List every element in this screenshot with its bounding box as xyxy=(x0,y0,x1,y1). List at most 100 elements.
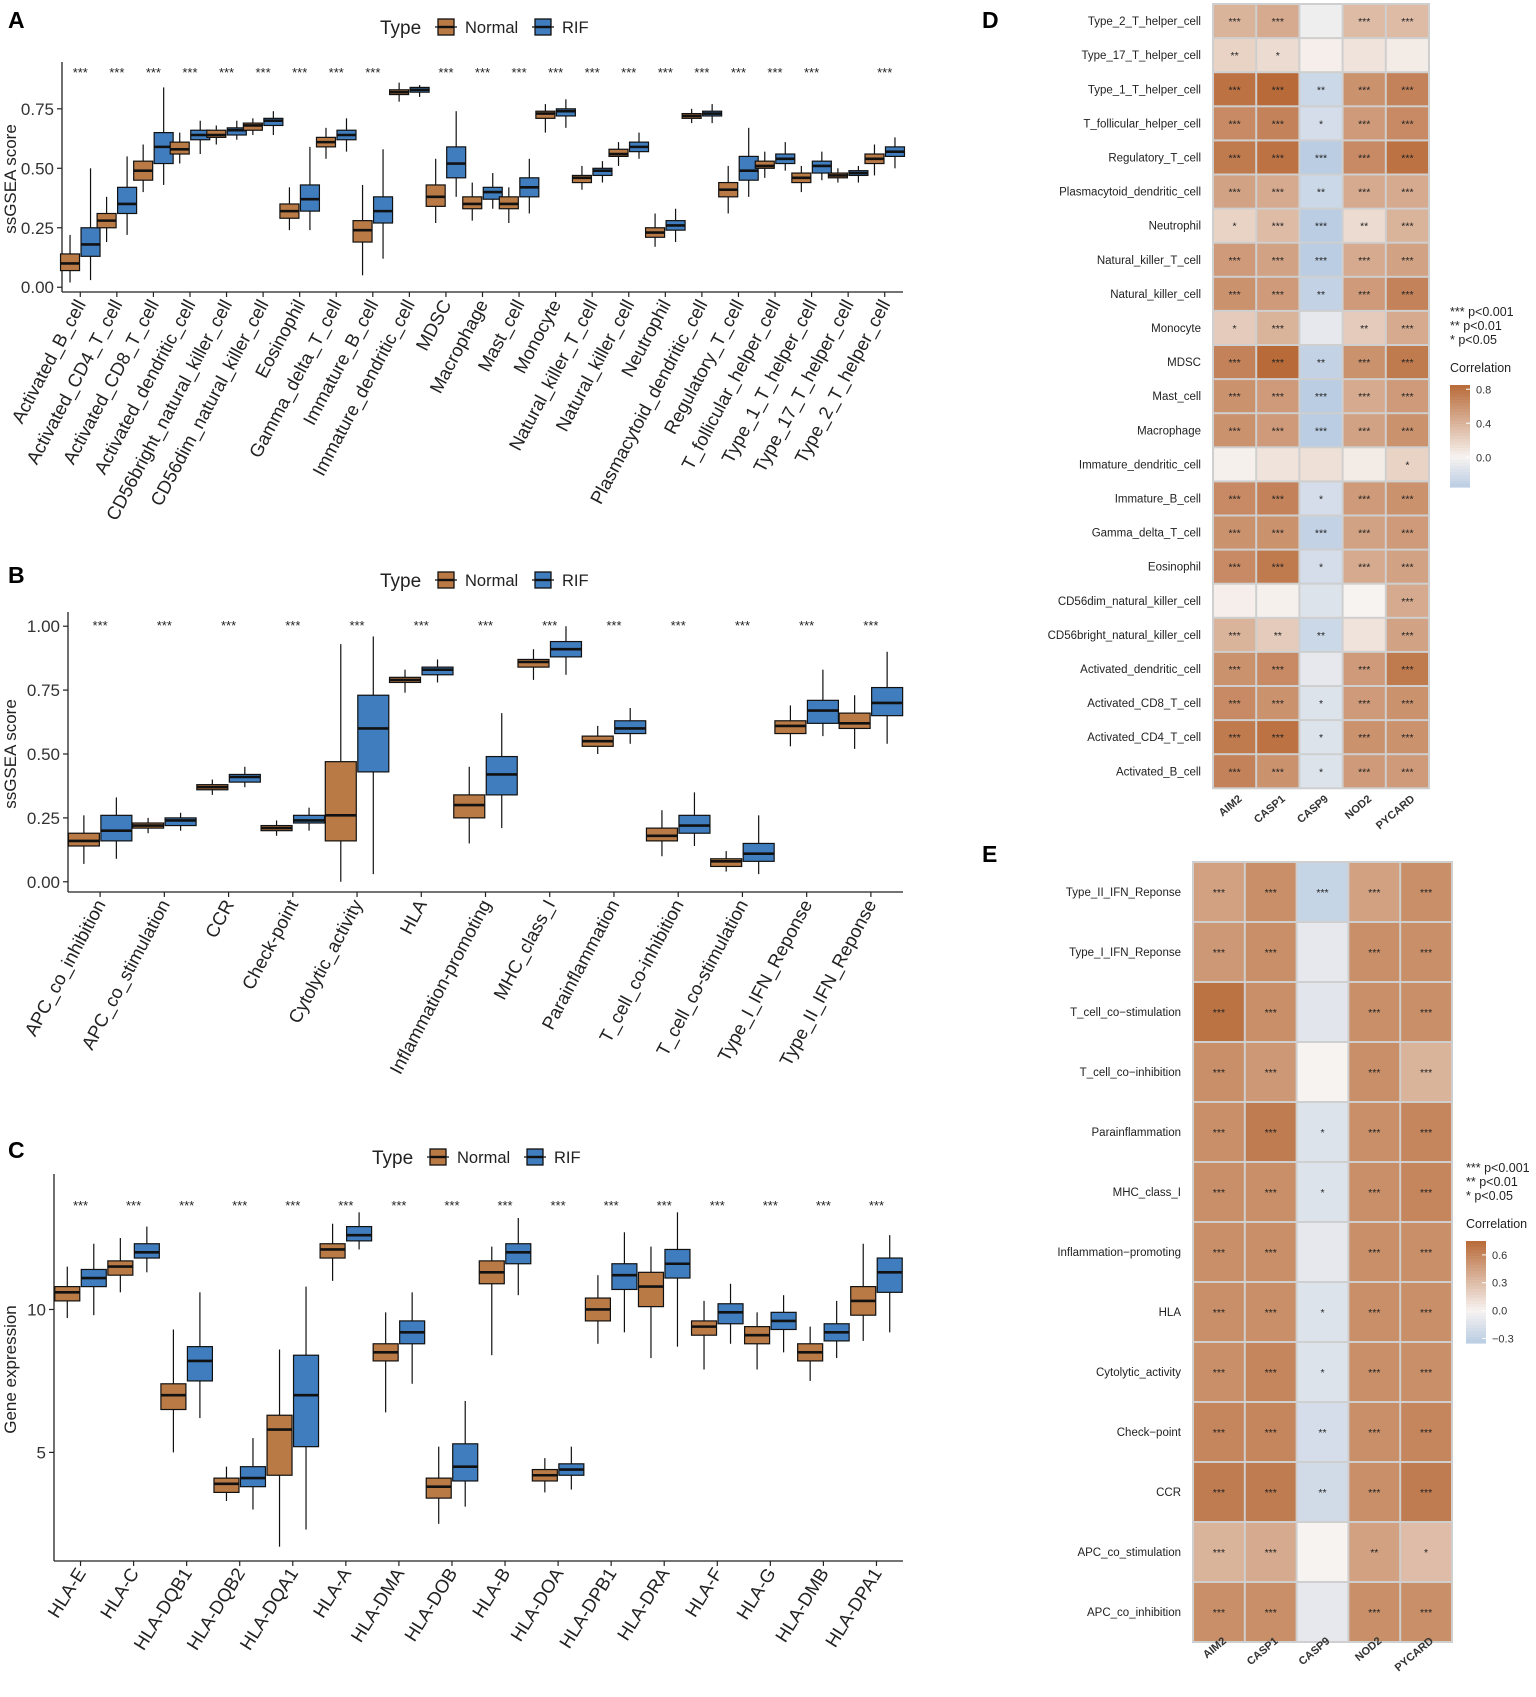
panel-e-cell-stars-t-cell-co-stimulation-nod2: *** xyxy=(1368,1007,1380,1019)
panel-d-row-label-t-follicular-helper-cell: T_follicular_helper_cell xyxy=(1083,118,1201,130)
panel-d-cell-natural-killer-cell-nod2 xyxy=(1343,277,1385,310)
panel-e-cell-t-cell-co-inhibition-nod2 xyxy=(1349,1043,1400,1101)
panel-d-cell-t-follicular-helper-cell-nod2 xyxy=(1343,107,1385,140)
panel-e-cell-t-cell-co-inhibition-aim2 xyxy=(1194,1043,1244,1101)
panel-d-colorbar-segment xyxy=(1450,409,1470,413)
panel-e-cell-stars-mhc-class-i-casp1: *** xyxy=(1265,1187,1277,1199)
panel-d-cell-stars-mast-cell-casp1: *** xyxy=(1272,391,1284,403)
panel-e-cell-ccr-casp1 xyxy=(1245,1463,1296,1521)
panel-d-cell-activated-b-cell-casp1 xyxy=(1257,755,1299,788)
panel-d-cell-stars-activated-cd8-t-cell-casp1: *** xyxy=(1272,698,1284,710)
panel-e-legend-sig-0: *** p<0.001 xyxy=(1466,1161,1530,1175)
panel-d-cell-stars-activated-b-cell-nod2: *** xyxy=(1358,766,1370,778)
panel-e-cell-ccr-casp9 xyxy=(1297,1463,1348,1521)
panel-e-cell-stars-check-point-pycard: *** xyxy=(1420,1427,1432,1439)
panel-d-cell-cd56dim-natural-killer-cell-nod2 xyxy=(1343,584,1385,617)
panel-d-cell-type-17-t-helper-cell-casp1 xyxy=(1257,39,1299,72)
panel-d-cell-regulatory-t-cell-casp1 xyxy=(1257,141,1299,174)
panel-d-cell-activated-cd4-t-cell-aim2 xyxy=(1214,721,1256,754)
panel-d-cell-stars-type-1-t-helper-cell-nod2: *** xyxy=(1358,84,1370,96)
panel-d-cell-stars-activated-cd8-t-cell-nod2: *** xyxy=(1358,698,1370,710)
panel-e-colorbar-segment xyxy=(1466,1277,1486,1281)
panel-b-x-tick-label-check-point: Check-point xyxy=(237,896,302,993)
panel-e-cell-stars-ccr-casp1: *** xyxy=(1265,1487,1277,1499)
panel-d-cell-stars-gamma-delta-t-cell-pycard: *** xyxy=(1401,528,1413,540)
panel-e-heatmap: Type_II_IFN_Reponse *** *** *** *** ***Type_I… xyxy=(1057,861,1530,1674)
panel-d-cell-stars-type-17-t-helper-cell-casp1: * xyxy=(1276,50,1280,62)
panel-e-row-label-type-i-ifn-reponse: Type_I_IFN_Reponse xyxy=(1069,947,1181,959)
panel-e-legend-sig-2: * p<0.05 xyxy=(1466,1189,1513,1203)
panel-d-cell-neutrophil-aim2 xyxy=(1214,209,1256,242)
panel-d-row-label-gamma-delta-t-cell: Gamma_delta_T_cell xyxy=(1092,528,1201,540)
panel-d-cell-stars-mdsc-casp1: *** xyxy=(1272,357,1284,369)
panel-d-cell-cd56dim-natural-killer-cell-aim2 xyxy=(1214,584,1256,617)
panel-a-y-tick-label: 0.00 xyxy=(21,278,54,297)
panel-e-cell-mhc-class-i-casp1 xyxy=(1245,1163,1296,1221)
panel-d-colorbar-segment xyxy=(1450,454,1470,458)
panel-d-colorbar-segment xyxy=(1450,433,1470,437)
panel-e-cell-apc-co-stimulation-nod2 xyxy=(1349,1523,1400,1581)
panel-e-cell-stars-inflammation-promoting-casp1: *** xyxy=(1265,1247,1277,1259)
panel-d-row-label-cd56bright-natural-killer-cell: CD56bright_natural_killer_cell xyxy=(1048,630,1201,642)
panel-d-cell-stars-macrophage-nod2: *** xyxy=(1358,425,1370,437)
panel-e-cell-type-i-ifn-reponse-casp1 xyxy=(1245,923,1296,981)
panel-e-cell-apc-co-inhibition-aim2 xyxy=(1194,1583,1244,1641)
panel-d-cell-stars-mdsc-aim2: *** xyxy=(1228,357,1240,369)
panel-b-x-tick-label-hla: HLA xyxy=(395,895,431,937)
panel-e-cell-apc-co-inhibition-pycard xyxy=(1401,1583,1451,1641)
panel-d-cell-stars-immature-b-cell-aim2: *** xyxy=(1228,493,1240,505)
panel-e-cell-apc-co-stimulation-aim2 xyxy=(1194,1523,1244,1581)
panel-e-colorbar-segment xyxy=(1466,1253,1486,1257)
panel-e-cell-stars-inflammation-promoting-aim2: *** xyxy=(1213,1247,1225,1259)
panel-d-cell-stars-monocyte-aim2: * xyxy=(1233,323,1237,335)
panel-b-significance-type-i-ifn-reponse: *** xyxy=(799,618,814,633)
panel-d-colorbar-segment xyxy=(1450,481,1470,485)
panel-d-cell-regulatory-t-cell-pycard xyxy=(1386,141,1428,174)
panel-d-cell-activated-cd8-t-cell-casp1 xyxy=(1257,687,1299,720)
panel-d-cell-macrophage-aim2 xyxy=(1214,414,1256,447)
panel-e-cell-stars-ccr-nod2: *** xyxy=(1368,1487,1380,1499)
panel-d-cell-natural-killer-t-cell-casp9 xyxy=(1300,243,1342,276)
panel-e-colorbar-segment xyxy=(1466,1286,1486,1290)
panel-e-cell-stars-parainflammation-nod2: *** xyxy=(1368,1127,1380,1139)
panel-e-colorbar-segment xyxy=(1466,1322,1486,1326)
panel-e-row-label-t-cell-co-stimulation: T_cell_co−stimulation xyxy=(1070,1007,1181,1019)
panel-c-significance-hla-dqb2: *** xyxy=(232,1198,247,1213)
panel-e-cell-stars-check-point-casp9: ** xyxy=(1318,1427,1326,1439)
panel-d-cell-stars-type-2-t-helper-cell-nod2: *** xyxy=(1358,16,1370,28)
panel-b-significance-mhc-class-i: *** xyxy=(542,618,557,633)
panel-e-row-label-cytolytic-activity: Cytolytic_activity xyxy=(1096,1367,1181,1379)
panel-d-row-label-immature-dendritic-cell: Immature_dendritic_cell xyxy=(1079,459,1201,471)
panel-e-colorbar-segment xyxy=(1466,1247,1486,1251)
panel-d-cell-stars-activated-cd4-t-cell-casp1: *** xyxy=(1272,732,1284,744)
panel-d-colorbar-segment xyxy=(1450,385,1470,389)
panel-e-cell-stars-apc-co-inhibition-nod2: *** xyxy=(1368,1607,1380,1619)
panel-b-significance-inflammation-promoting: *** xyxy=(478,618,493,633)
panel-e-cell-inflammation-promoting-casp1 xyxy=(1245,1223,1296,1281)
panel-a-significance-type-2-t-helper-cell: *** xyxy=(877,65,892,80)
panel-c-significance-hla-dmb: *** xyxy=(816,1198,831,1213)
panel-d-cell-mast-cell-nod2 xyxy=(1343,380,1385,413)
panel-d-cell-stars-mast-cell-casp9: *** xyxy=(1315,391,1327,403)
panel-d-cell-type-1-t-helper-cell-casp1 xyxy=(1257,73,1299,106)
panel-b-significance-t-cell-co-stimulation: *** xyxy=(735,618,750,633)
panel-e-colorbar-segment xyxy=(1466,1256,1486,1260)
panel-d-cell-immature-dendritic-cell-aim2 xyxy=(1214,448,1256,481)
panel-e-cell-stars-ccr-casp9: ** xyxy=(1318,1487,1326,1499)
panel-label-c: C xyxy=(8,1137,25,1163)
panel-e-cell-parainflammation-pycard xyxy=(1401,1103,1451,1161)
panel-a-significance-neutrophil: *** xyxy=(658,65,673,80)
panel-d-cell-immature-dendritic-cell-pycard xyxy=(1386,448,1428,481)
panel-d-col-label-pycard: PYCARD xyxy=(1374,793,1417,832)
panel-d-cell-type-17-t-helper-cell-nod2 xyxy=(1343,39,1385,72)
panel-d-cell-activated-cd4-t-cell-casp9 xyxy=(1300,721,1342,754)
panel-d-cell-activated-cd4-t-cell-pycard xyxy=(1386,721,1428,754)
panel-e-colorbar-segment xyxy=(1466,1313,1486,1317)
panel-e-cell-stars-inflammation-promoting-nod2: *** xyxy=(1368,1247,1380,1259)
panel-c-significance-hla-a: *** xyxy=(338,1198,353,1213)
panel-d-colorbar-segment xyxy=(1450,427,1470,431)
panel-e-cell-stars-hla-aim2: *** xyxy=(1213,1307,1225,1319)
panel-d-cell-stars-natural-killer-cell-aim2: *** xyxy=(1228,289,1240,301)
panel-e-colorbar-segment xyxy=(1466,1241,1486,1245)
